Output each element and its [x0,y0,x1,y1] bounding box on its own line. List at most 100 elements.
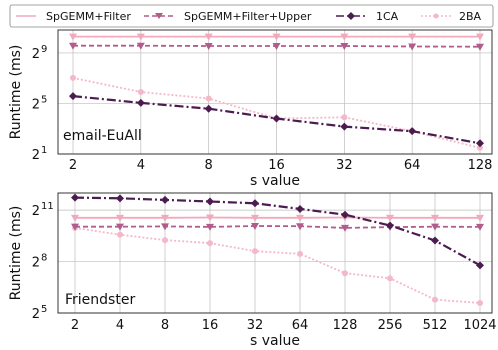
data-point-1ca [69,92,77,101]
data-point-2ba [117,231,123,238]
legend: SpGEMM+Filter SpGEMM+Filter+Upper 1CA 2B… [9,4,494,28]
data-point-2ba [342,270,348,277]
x-tick-label: 16 [202,318,219,333]
y-tick-label: 2 [32,204,40,219]
x-tick-label: 64 [404,158,421,173]
data-point-spgemm-filter [476,214,484,222]
data-point-spgemm-filter-upper [69,42,77,50]
data-point-spgemm-filter-upper [476,43,484,51]
x-tick-label: 8 [205,158,213,173]
annotation-friendster: Friendster [65,292,135,308]
x-tick-label: 128 [333,318,358,333]
data-point-spgemm-filter-upper [206,223,214,231]
chart-panel-email-euall: 2 4 8 16 32 64 128 2 12 52 9 email-EuAll s value … [8,29,493,189]
y-tick-label: 2 [32,307,40,322]
data-point-spgemm-filter [161,214,169,222]
data-point-spgemm-filter-upper [340,42,349,50]
data-point-spgemm-filter [272,33,281,41]
x-tick-label: 2 [71,318,79,333]
chart-panel-friendster: 2 4 8 16 32 64 128 256 512 1024 2 52 82 11 Friendste… [8,192,497,349]
y-tick-exponent: 9 [41,44,47,55]
data-point-spgemm-filter-upper [161,223,169,231]
data-point-spgemm-filter [296,214,304,222]
data-point-spgemm-filter-upper [296,223,304,231]
y-ticks-email-euall: 2 12 52 9 [32,44,48,163]
data-point-spgemm-filter-upper [71,223,79,231]
data-point-spgemm-filter [69,33,77,41]
data-point-1ca [204,104,213,113]
data-point-spgemm-filter [340,33,349,41]
data-point-2ba [162,237,168,244]
y-ticks-friendster: 2 52 82 11 [32,201,54,322]
data-point-spgemm-filter [206,214,214,222]
series-spgemm-filter-upper [71,222,484,232]
y-tick-label: 2 [32,256,40,271]
data-point-spgemm-filter [136,33,145,41]
data-point-1ca [476,139,484,148]
data-point-spgemm-filter [386,214,394,222]
data-point-1ca [161,195,169,204]
y-axis-label-friendster: Runtime (ms) [8,206,24,301]
data-point-spgemm-filter [71,214,79,222]
x-tick-label: 32 [247,318,264,333]
data-point-1ca [251,199,259,208]
data-point-1ca [386,221,394,230]
data-point-spgemm-filter [116,214,124,222]
data-point-spgemm-filter-upper [431,223,439,231]
data-point-2ba [297,250,303,257]
x-tick-label: 32 [336,158,353,173]
legend-label-spgemm-filter: SpGEMM+Filter [46,10,131,23]
data-point-spgemm-filter-upper [408,43,417,51]
data-point-1ca [431,236,439,245]
data-point-1ca [408,127,417,136]
x-tick-label: 128 [468,158,493,173]
data-point-spgemm-filter [251,214,259,222]
data-point-spgemm-filter-upper [116,223,124,231]
data-point-2ba [387,275,393,282]
y-tick-exponent: 5 [41,94,47,105]
series-line-2ba [74,227,481,304]
x-ticks-friendster: 2 4 8 16 32 64 128 256 512 1024 [71,318,497,333]
data-point-spgemm-filter [204,33,213,41]
legend-label-2ba: 2BA [459,10,482,23]
data-point-spgemm-filter [431,214,439,222]
data-point-2ba [252,248,258,255]
annotation-email-euall: email-EuAll [63,128,142,144]
x-tick-label: 8 [161,318,169,333]
series-line-spgemm-filter-upper [75,225,481,229]
data-point-1ca [340,122,349,131]
series-email-euall [69,33,484,151]
legend-marker-spgemm-filter-upper [155,13,163,19]
legend-item-spgemm-filter-upper: SpGEMM+Filter+Upper [144,10,312,23]
data-point-2ba [477,144,483,151]
data-point-1ca [71,193,79,202]
y-tick-exponent: 5 [41,304,47,315]
y-axis-label-email-euall: Runtime (ms) [8,45,24,140]
data-point-spgemm-filter-upper [251,222,259,230]
x-tick-label: 16 [268,158,285,173]
legend-marker-2ba [433,13,439,19]
series-spgemm-filter-upper [69,42,484,51]
data-point-spgemm-filter [408,33,417,41]
series-spgemm-filter [69,33,484,41]
data-point-spgemm-filter-upper [341,224,349,232]
y-tick-label: 2 [32,47,40,62]
y-tick-label: 2 [32,97,40,112]
legend-marker-1ca [347,12,355,20]
x-tick-label: 512 [423,318,448,333]
data-point-2ba [207,240,213,247]
x-tick-label: 64 [292,318,309,333]
data-point-2ba [341,114,348,121]
series-1ca [71,193,484,270]
legend-item-spgemm-filter: SpGEMM+Filter [16,10,131,23]
series-1ca [69,92,484,148]
data-point-2ba [137,89,144,95]
x-axis-label-email-euall: s value [250,173,300,189]
data-point-2ba [432,296,438,303]
x-tick-label: 1024 [463,318,496,333]
data-point-spgemm-filter-upper [272,42,281,50]
plot-frame-friendster [57,192,493,314]
x-tick-label: 4 [116,318,124,333]
series-line-1ca [74,196,481,267]
